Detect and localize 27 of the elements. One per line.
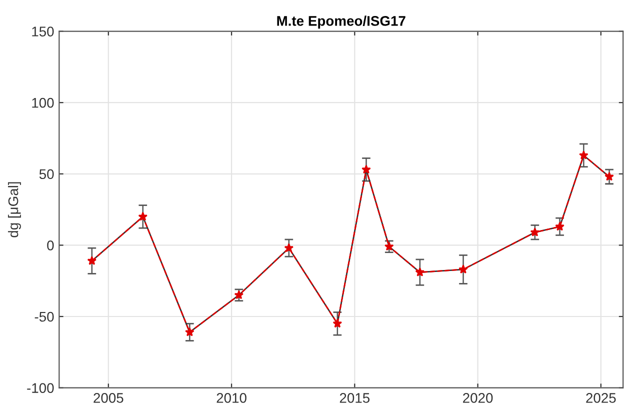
chart-title: M.te Epomeo/ISG17 (277, 16, 406, 29)
point (332, 318, 342, 328)
x-tick-label: 2025 (586, 393, 616, 403)
y-tick-label: -100 (27, 383, 54, 393)
point (555, 222, 564, 231)
point (579, 150, 588, 160)
point (530, 228, 540, 236)
point (138, 212, 148, 221)
point (604, 172, 614, 181)
point (384, 242, 394, 251)
y-tick-label: -50 (34, 312, 54, 322)
point (185, 327, 194, 336)
point (458, 264, 468, 274)
x-tick-label: 2015 (340, 393, 370, 403)
x-tick-label: 2005 (94, 393, 124, 403)
point (284, 243, 294, 252)
y-tick-label: 50 (39, 169, 54, 180)
point (87, 256, 97, 265)
y-tick-label: 150 (32, 26, 54, 36)
y-tick-label: 100 (32, 98, 54, 108)
y-axis-title: dg [μGal] (8, 182, 21, 238)
point (234, 290, 244, 300)
x-tick-label: 2020 (463, 393, 493, 403)
point (415, 267, 425, 276)
point (362, 164, 371, 174)
x-tick-label: 2010 (216, 393, 246, 403)
y-tick-label: 0 (47, 240, 54, 250)
